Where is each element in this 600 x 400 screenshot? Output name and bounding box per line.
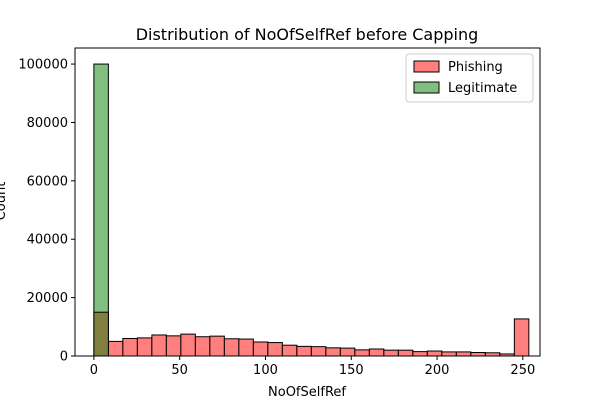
bar-phishing (383, 349, 399, 357)
bar-phishing (470, 351, 486, 357)
bar-phishing (325, 347, 341, 357)
bar-phishing (310, 346, 327, 357)
bar-phishing (107, 340, 124, 357)
y-tick-label: 100000 (18, 58, 68, 73)
x-tick-label: 250 (510, 363, 535, 378)
x-tick-label: 150 (339, 363, 364, 378)
x-tick-label: 100 (253, 363, 278, 378)
bar-phishing (455, 351, 472, 357)
legend-swatch-legitimate (413, 81, 440, 94)
axes-frame (74, 47, 541, 357)
y-tick-label: 60000 (27, 174, 68, 189)
bar-phishing (513, 318, 530, 357)
legend: Phishing Legitimate (405, 53, 534, 103)
y-tick-label: 40000 (27, 233, 68, 248)
bar-phishing (267, 342, 283, 357)
legend-label-legitimate: Legitimate (448, 81, 517, 96)
y-tick-label: 20000 (27, 291, 68, 306)
bar-legitimate (93, 64, 109, 313)
bar-phishing (281, 344, 298, 357)
y-axis-label: Count (0, 182, 9, 221)
bar-phishing (209, 335, 225, 357)
chart-title: Distribution of NoOfSelfRef before Cappi… (136, 25, 479, 44)
x-axis-label: NoOfSelfRef (268, 385, 346, 400)
y-tick-label: 0 (60, 350, 68, 365)
bar-phishing (194, 336, 211, 357)
legend-label-phishing: Phishing (448, 60, 503, 75)
x-tick-label: 200 (425, 363, 450, 378)
bar-phishing (296, 345, 312, 357)
bar-phishing (223, 338, 240, 357)
bar-phishing (397, 349, 414, 357)
x-tick-label: 50 (171, 363, 188, 378)
legend-swatch-phishing (413, 60, 440, 73)
bar-phishing (339, 347, 356, 357)
bar-phishing (122, 337, 138, 357)
axes-group: 0 50 100 150 200 250 0 20000 40000 60000 80000 1000… (18, 47, 541, 378)
bar-phishing (238, 338, 254, 357)
bar-phishing (426, 350, 443, 357)
bar-phishing (368, 348, 385, 357)
bar-phishing (151, 334, 167, 357)
bar-phishing (441, 351, 457, 357)
bar-phishing (412, 351, 428, 357)
bar-overlap (93, 312, 109, 356)
x-tick-label: 0 (90, 363, 98, 378)
bar-phishing (136, 337, 153, 357)
bar-phishing (252, 341, 269, 357)
bar-phishing (165, 335, 182, 357)
bar-phishing (180, 333, 196, 357)
bar-phishing (354, 349, 370, 357)
y-tick-label: 80000 (27, 116, 68, 131)
